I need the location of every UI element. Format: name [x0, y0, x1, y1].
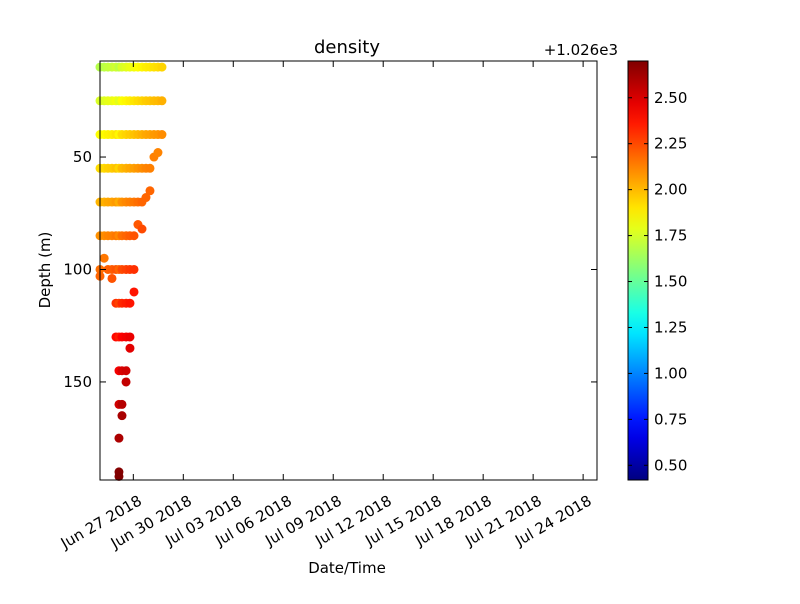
y-tick-label: 50 — [73, 148, 92, 166]
data-point — [157, 130, 167, 140]
data-point — [157, 62, 167, 72]
data-point — [129, 287, 139, 297]
colorbar-tick-label: 0.75 — [654, 410, 687, 428]
data-point — [129, 264, 139, 274]
y-tick-label: 100 — [63, 260, 92, 278]
data-point — [117, 399, 127, 409]
data-point — [145, 163, 155, 173]
data-point — [99, 253, 109, 263]
data-point — [121, 366, 131, 376]
colorbar-tick-label: 2.00 — [654, 181, 687, 199]
data-point — [141, 193, 151, 203]
data-point — [129, 231, 139, 241]
x-axis-label: Date/Time — [308, 559, 386, 577]
colorbar — [627, 60, 649, 481]
data-point — [153, 148, 163, 158]
data-point — [157, 96, 167, 106]
colorbar-tick-label: 1.75 — [654, 227, 687, 245]
colorbar-tick-label: 1.50 — [654, 273, 687, 291]
data-point — [114, 471, 124, 481]
data-point — [125, 298, 135, 308]
colorbar-tick-label: 2.25 — [654, 135, 687, 153]
colorbar-offset: +1.026e3 — [544, 41, 618, 59]
data-point — [114, 433, 124, 443]
y-axis-label: Depth (m) — [36, 232, 54, 309]
data-point — [117, 411, 127, 421]
colorbar-tick-label: 1.00 — [654, 364, 687, 382]
data-point — [137, 224, 147, 234]
data-point — [121, 377, 131, 387]
data-point — [145, 186, 155, 196]
data-point — [107, 273, 117, 283]
colorbar-tick-label: 2.50 — [654, 89, 687, 107]
chart-title: density — [314, 37, 380, 58]
colorbar-tick-label: 1.25 — [654, 318, 687, 336]
data-point — [125, 332, 135, 342]
colorbar-tick-label: 0.50 — [654, 456, 687, 474]
y-tick-label: 150 — [63, 373, 92, 391]
data-point — [125, 343, 135, 353]
plot-frame — [99, 60, 598, 481]
points — [95, 62, 167, 481]
